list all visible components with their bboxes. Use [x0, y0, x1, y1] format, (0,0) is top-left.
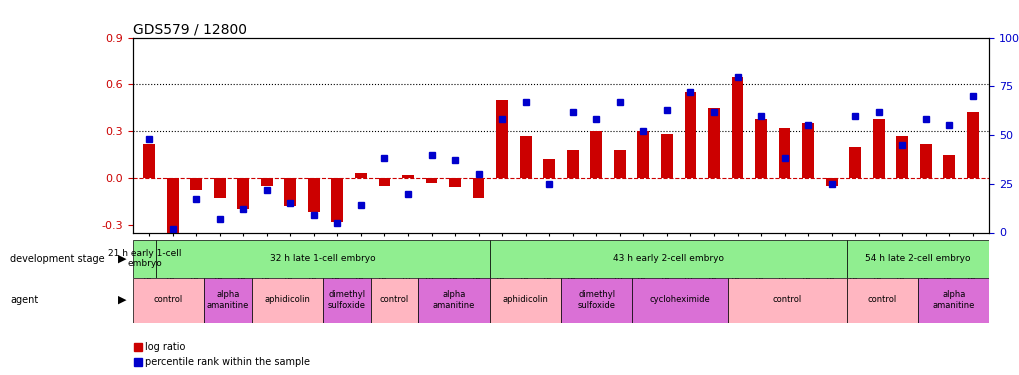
FancyBboxPatch shape	[252, 278, 323, 322]
Bar	[637, 131, 649, 178]
Bar	[590, 131, 601, 178]
Bar	[520, 136, 531, 178]
Bar	[261, 178, 272, 186]
Bar	[872, 118, 883, 178]
FancyBboxPatch shape	[489, 278, 560, 322]
Text: control: control	[154, 296, 182, 304]
FancyBboxPatch shape	[323, 278, 370, 322]
Text: alpha
amanitine: alpha amanitine	[207, 290, 249, 310]
Bar	[660, 134, 673, 178]
Text: control: control	[867, 296, 896, 304]
FancyBboxPatch shape	[489, 240, 846, 278]
Bar	[284, 178, 296, 206]
Bar	[754, 118, 766, 178]
Bar	[707, 108, 719, 178]
Text: 32 h late 1-cell embryo: 32 h late 1-cell embryo	[270, 254, 375, 263]
Bar	[401, 175, 414, 178]
Text: alpha
amanitine: alpha amanitine	[931, 290, 974, 310]
Bar	[214, 178, 225, 198]
Bar	[191, 178, 202, 190]
Bar	[777, 128, 790, 178]
Bar	[966, 112, 978, 178]
Bar	[802, 123, 813, 178]
Bar	[143, 144, 155, 178]
Text: ▶: ▶	[118, 295, 126, 305]
Text: control: control	[771, 296, 801, 304]
Bar	[308, 178, 319, 212]
Bar	[849, 147, 860, 178]
Text: aphidicolin: aphidicolin	[264, 296, 310, 304]
Bar	[543, 159, 554, 178]
FancyBboxPatch shape	[917, 278, 988, 322]
Text: 21 h early 1-cell
embryo: 21 h early 1-cell embryo	[108, 249, 181, 268]
Text: aphidicolin: aphidicolin	[502, 296, 547, 304]
Bar	[331, 178, 343, 222]
Text: 54 h late 2-cell embryo: 54 h late 2-cell embryo	[864, 254, 970, 263]
FancyBboxPatch shape	[632, 278, 727, 322]
Bar	[919, 144, 930, 178]
Bar	[731, 76, 743, 178]
FancyBboxPatch shape	[204, 278, 252, 322]
Text: development stage: development stage	[10, 254, 105, 264]
Bar	[825, 178, 837, 186]
FancyBboxPatch shape	[560, 278, 632, 322]
Bar	[237, 178, 249, 209]
FancyBboxPatch shape	[727, 278, 846, 322]
Bar	[567, 150, 578, 178]
FancyBboxPatch shape	[132, 278, 204, 322]
Bar	[896, 136, 907, 178]
Bar	[355, 173, 367, 178]
Bar	[166, 178, 178, 232]
Text: cycloheximide: cycloheximide	[649, 296, 709, 304]
Text: 43 h early 2-cell embryo: 43 h early 2-cell embryo	[612, 254, 722, 263]
Text: dimethyl
sulfoxide: dimethyl sulfoxide	[327, 290, 366, 310]
Text: ▶: ▶	[118, 254, 126, 264]
FancyBboxPatch shape	[846, 240, 988, 278]
Text: control: control	[379, 296, 409, 304]
Text: dimethyl
sulfoxide: dimethyl sulfoxide	[577, 290, 615, 310]
Bar	[943, 154, 955, 178]
Bar	[378, 178, 390, 186]
FancyBboxPatch shape	[418, 278, 489, 322]
Bar	[425, 178, 437, 183]
FancyBboxPatch shape	[132, 240, 156, 278]
Text: percentile rank within the sample: percentile rank within the sample	[146, 357, 310, 367]
FancyBboxPatch shape	[156, 240, 489, 278]
Bar	[448, 178, 461, 187]
Bar	[496, 100, 507, 178]
Bar	[613, 150, 625, 178]
Bar	[684, 92, 696, 178]
Text: log ratio: log ratio	[146, 342, 185, 352]
FancyBboxPatch shape	[370, 278, 418, 322]
Text: agent: agent	[10, 295, 39, 305]
Text: GDS579 / 12800: GDS579 / 12800	[132, 22, 247, 36]
Text: alpha
amanitine: alpha amanitine	[432, 290, 475, 310]
FancyBboxPatch shape	[846, 278, 917, 322]
Bar	[472, 178, 484, 198]
